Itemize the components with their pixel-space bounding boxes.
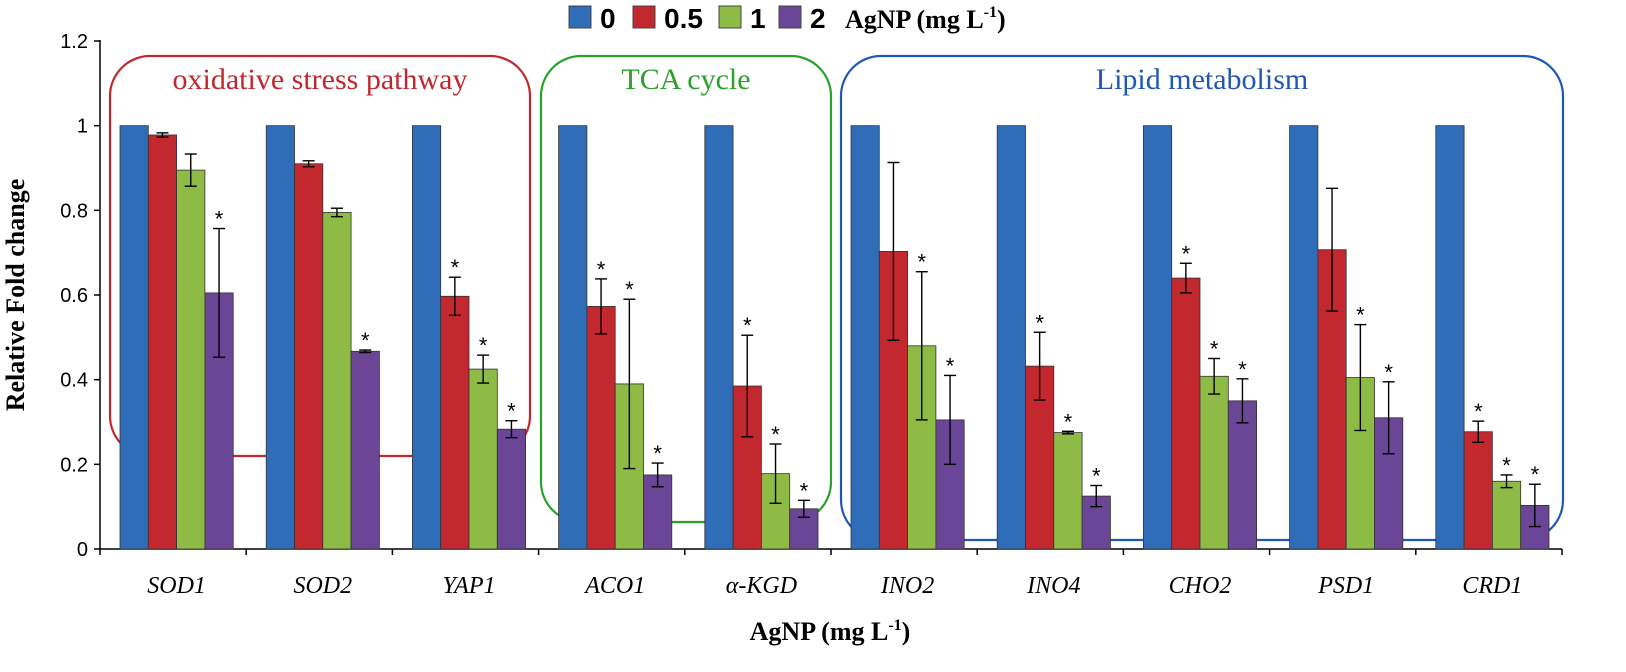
significance-star: *	[653, 441, 662, 466]
group-label-0: oxidative stress pathway	[173, 63, 468, 96]
bar-CHO2-1	[1199, 375, 1229, 550]
legend-swatch-1	[632, 5, 656, 29]
y-tick-label: 0.2	[60, 454, 88, 476]
legend-label-3: 2	[810, 3, 826, 34]
significance-star: *	[1092, 464, 1101, 489]
y-tick-label: 0	[77, 539, 88, 561]
bar-YAP1-2	[496, 428, 526, 550]
legend-label-0: 0	[600, 3, 616, 34]
bar-SOD1-1	[176, 169, 206, 550]
category-label-α-KGD: α-KGD	[726, 573, 797, 599]
significance-star: *	[1182, 241, 1191, 266]
bars: * * * * * * * * * * * * * * * * * * * * * * * *	[119, 125, 1550, 550]
bar-YAP1-1	[468, 368, 498, 550]
significance-star: *	[507, 399, 516, 424]
category-label-ACO1: ACO1	[583, 573, 645, 599]
category-label-YAP1: YAP1	[443, 573, 496, 599]
significance-star: *	[1356, 303, 1365, 328]
significance-star: *	[1238, 357, 1247, 382]
significance-star: *	[743, 313, 752, 338]
category-label-CHO2: CHO2	[1169, 573, 1232, 599]
legend-label-2: 1	[750, 3, 766, 34]
significance-star: *	[800, 478, 809, 503]
bar-α-KGD-0	[704, 125, 734, 550]
bar-ACO1-0	[558, 125, 588, 550]
y-ticks: 0 0.2 0.4 0.6 0.8 1 1.2	[60, 31, 1563, 561]
y-tick-label: 1	[77, 116, 88, 138]
bar-CRD1-0	[1435, 125, 1465, 550]
category-label-INO2: INO2	[880, 573, 934, 599]
significance-star: *	[1210, 337, 1219, 362]
category-label-INO4: INO4	[1026, 573, 1080, 599]
significance-star: *	[1035, 310, 1044, 335]
bar-PSD1-0	[1289, 125, 1319, 550]
bar-ACO1-0.5	[586, 306, 616, 550]
legend-swatch-0	[568, 5, 592, 29]
significance-star: *	[479, 333, 488, 358]
legend-label-1: 0.5	[664, 3, 703, 34]
significance-star: *	[451, 255, 460, 280]
group-label-2: Lipid metabolism	[1096, 63, 1308, 96]
group-box-1	[539, 54, 833, 524]
significance-star: *	[361, 328, 370, 353]
category-label-CRD1: CRD1	[1462, 573, 1522, 599]
legend-unit-label: AgNP (mg L-1)	[845, 4, 1006, 34]
bar-YAP1-0.5	[440, 295, 470, 550]
bar-SOD1-0	[119, 125, 149, 550]
significance-star: *	[1502, 453, 1511, 478]
legend: 0 0.5 1 2 AgNP (mg L-1)	[568, 3, 1006, 34]
significance-star: *	[1064, 409, 1073, 434]
bar-YAP1-0	[411, 125, 442, 550]
bar-CRD1-1	[1492, 480, 1522, 550]
significance-star: *	[625, 277, 634, 302]
bar-SOD2-2	[350, 350, 380, 550]
bar-SOD2-0.5	[294, 163, 324, 550]
significance-star: *	[917, 250, 926, 275]
y-tick-label: 0.8	[60, 200, 88, 222]
category-label-SOD1: SOD1	[147, 573, 206, 599]
significance-star: *	[771, 422, 780, 447]
significance-star: *	[1384, 360, 1393, 385]
bar-INO4-0	[996, 125, 1026, 550]
y-axis-title: Relative Fold change	[1, 179, 30, 412]
significance-star: *	[1531, 462, 1540, 487]
significance-star: *	[1474, 399, 1483, 424]
bar-CHO2-0.5	[1171, 277, 1201, 550]
bar-SOD2-0	[265, 125, 295, 550]
bar-CRD1-0.5	[1463, 431, 1493, 550]
bar-INO4-1	[1053, 432, 1083, 550]
bar-INO2-0	[850, 125, 880, 550]
category-label-SOD2: SOD2	[293, 573, 352, 599]
bar-SOD1-0.5	[147, 134, 178, 550]
legend-swatch-3	[778, 5, 802, 29]
bar-SOD2-1	[322, 212, 352, 550]
category-label-PSD1: PSD1	[1317, 573, 1374, 599]
significance-star: *	[597, 257, 606, 282]
legend-swatch-2	[718, 5, 742, 29]
y-tick-label: 1.2	[60, 31, 88, 53]
group-label-1: TCA cycle	[621, 63, 750, 96]
category-labels: SOD1 SOD2 YAP1 ACO1 α-KGD INO2 INO4 CHO2 PSD1 CRD…	[147, 573, 1522, 599]
bar-CHO2-0	[1143, 125, 1173, 550]
x-axis-title: AgNP (mg L-1)	[750, 617, 911, 646]
bar-CHO2-2	[1227, 400, 1258, 550]
y-tick-label: 0.6	[60, 285, 88, 307]
significance-star: *	[946, 353, 955, 378]
y-tick-label: 0.4	[60, 370, 88, 392]
significance-star: *	[215, 207, 224, 232]
